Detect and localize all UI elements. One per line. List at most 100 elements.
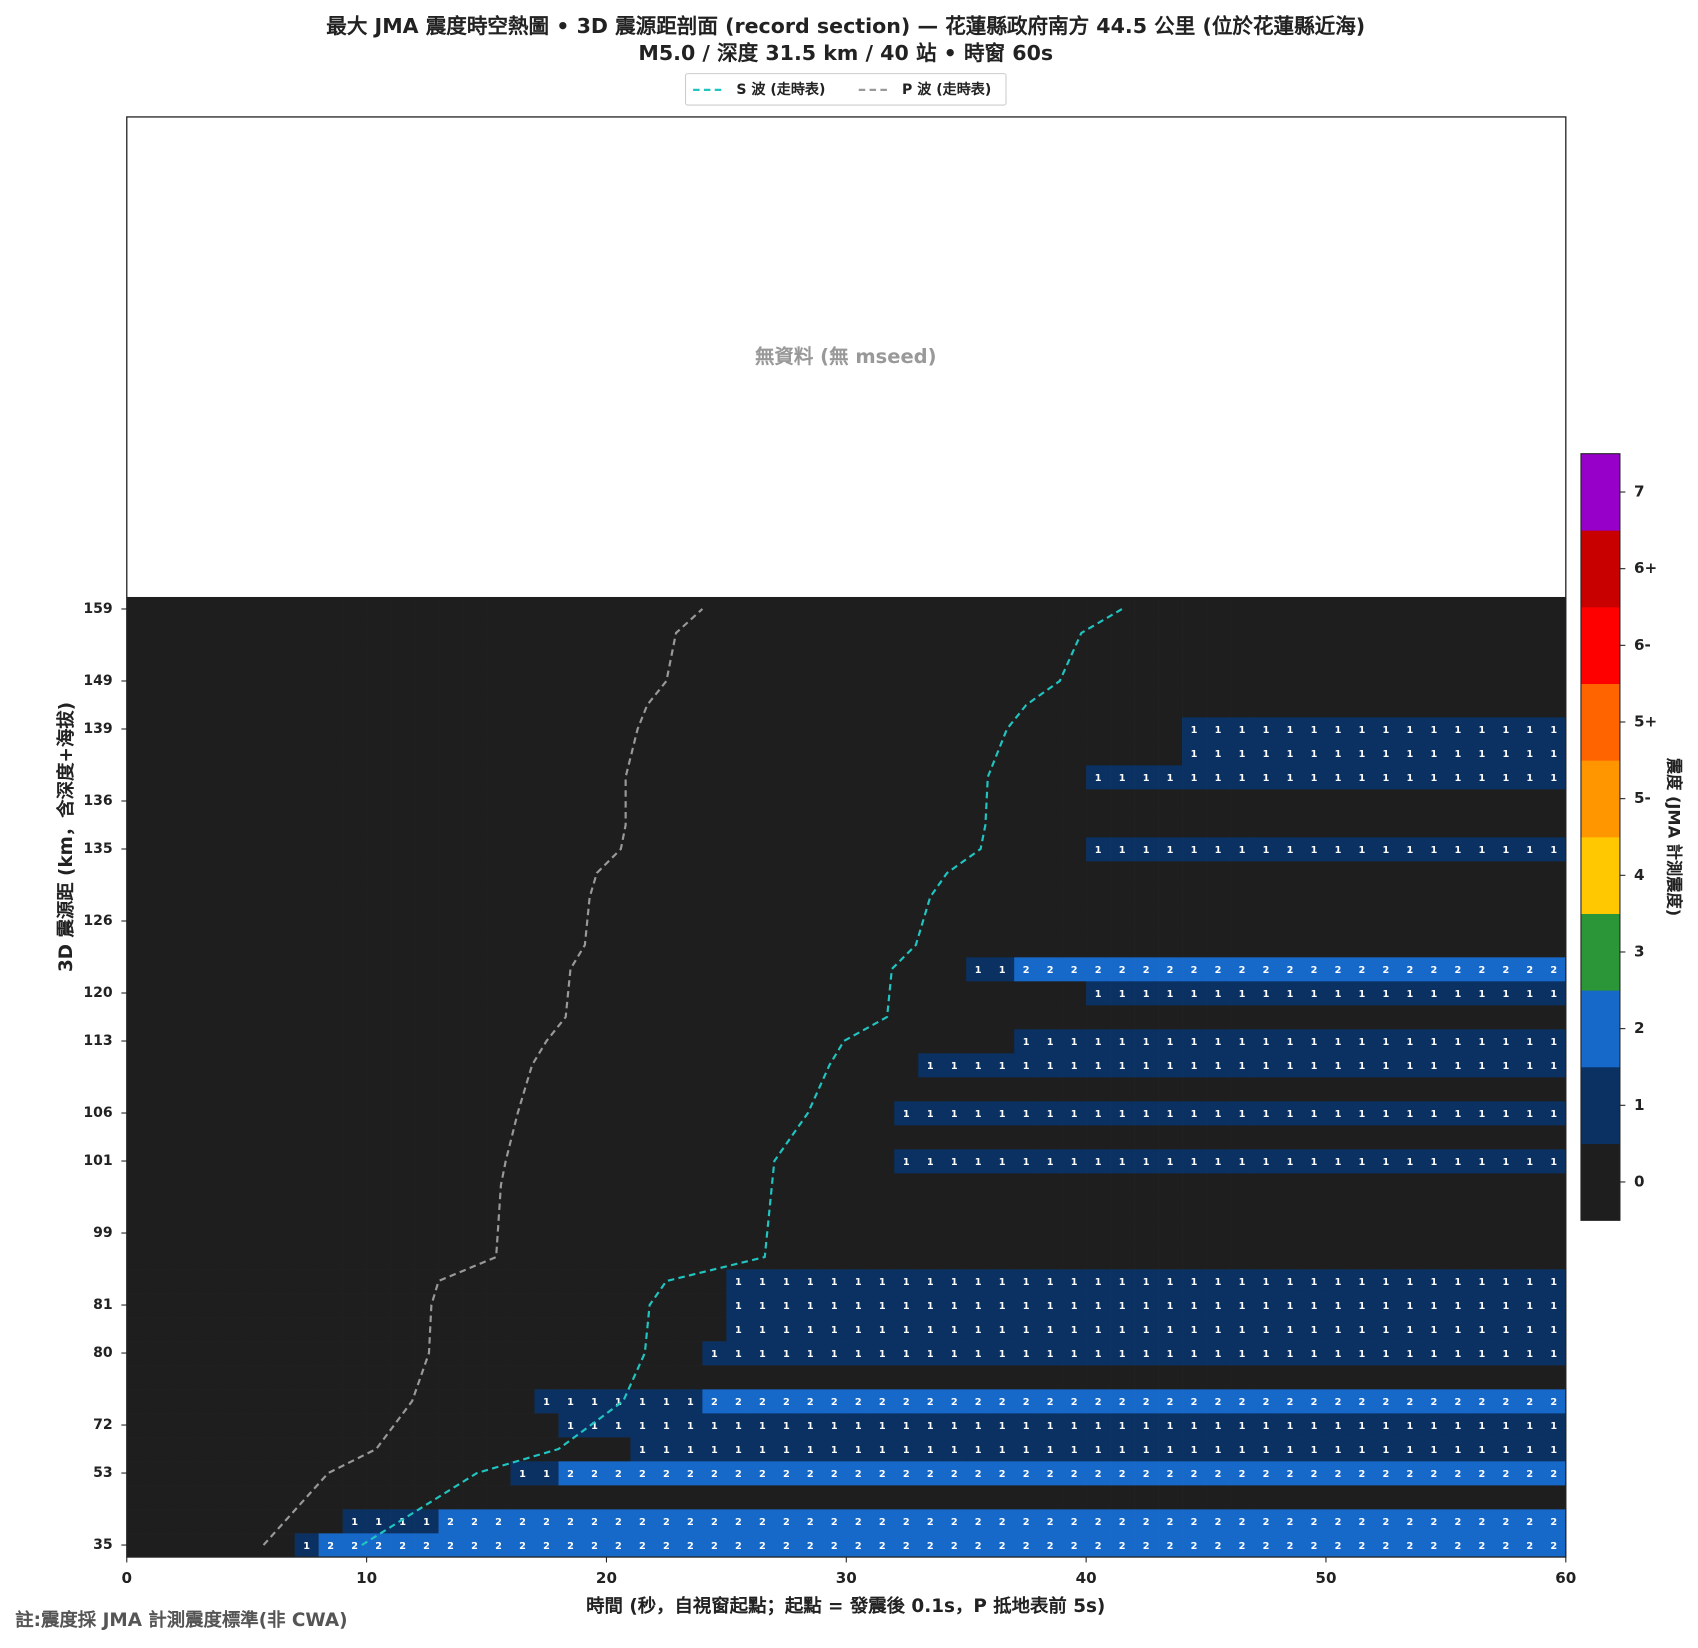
- cell-label: 2: [1095, 1517, 1102, 1528]
- cell-label: 1: [1431, 845, 1438, 856]
- cell: [990, 1437, 1015, 1462]
- cell-label: 2: [927, 1517, 934, 1528]
- cell: [726, 1413, 751, 1438]
- cell: [1301, 620, 1327, 646]
- cell: [222, 836, 248, 862]
- cell: [558, 1461, 583, 1486]
- cell: [510, 1221, 535, 1246]
- cell: [534, 933, 559, 958]
- cell: [1254, 740, 1279, 766]
- cell: [342, 860, 367, 886]
- cell-label: 1: [1095, 1157, 1102, 1168]
- cell: [654, 668, 679, 694]
- cell: [246, 1509, 272, 1534]
- cell: [558, 692, 583, 718]
- cell-label: 2: [1550, 1397, 1557, 1408]
- cell: [750, 1029, 775, 1054]
- cell: [270, 1389, 295, 1414]
- cell-label: 2: [543, 1541, 550, 1552]
- cell: [390, 1317, 415, 1342]
- cell: [1469, 1389, 1495, 1414]
- cell: [174, 860, 200, 886]
- cell-label: 1: [855, 1277, 862, 1288]
- cell-label: 2: [1526, 965, 1533, 976]
- cell: [1541, 596, 1567, 622]
- cell: [774, 1221, 799, 1246]
- cell-label: 1: [975, 1325, 982, 1336]
- cell: [1110, 1053, 1135, 1078]
- cell: [1062, 836, 1087, 862]
- cell-label: 1: [1478, 1325, 1485, 1336]
- cell: [246, 716, 272, 742]
- cell: [846, 1197, 871, 1222]
- cell-label: 1: [831, 1421, 838, 1432]
- cell: [510, 1125, 535, 1150]
- cell-label: 1: [1478, 1277, 1485, 1288]
- cell-label: 2: [1167, 1469, 1174, 1480]
- cell: [462, 1077, 487, 1102]
- cell: [1373, 1053, 1399, 1078]
- cell: [366, 812, 391, 838]
- cell: [1349, 620, 1375, 646]
- cell: [534, 1389, 559, 1414]
- cell-label: 2: [1526, 1517, 1533, 1528]
- cell: [342, 933, 367, 958]
- cell: [1541, 1365, 1567, 1390]
- cell: [366, 1053, 391, 1078]
- cell: [1469, 1269, 1495, 1294]
- cell: [1158, 1461, 1183, 1486]
- cell: [1014, 764, 1039, 790]
- cell: [678, 860, 703, 886]
- cell: [1086, 644, 1111, 670]
- cell: [822, 1389, 847, 1414]
- cell: [750, 1149, 775, 1174]
- cell-label: 2: [711, 1517, 718, 1528]
- cell: [1230, 1197, 1255, 1222]
- cell: [246, 1053, 272, 1078]
- cell: [462, 644, 487, 670]
- cell-label: 1: [1095, 989, 1102, 1000]
- cell-label: 1: [1359, 1445, 1366, 1456]
- cell: [510, 764, 535, 790]
- cell: [1158, 908, 1183, 934]
- cell: [774, 1533, 799, 1558]
- cell: [438, 884, 463, 910]
- cell: [582, 1101, 607, 1126]
- cell: [198, 764, 224, 790]
- cell: [1158, 812, 1183, 838]
- cell: [150, 836, 176, 862]
- cell: [606, 884, 631, 910]
- cell: [1349, 1437, 1375, 1462]
- cell: [1158, 1245, 1183, 1270]
- cell: [510, 644, 535, 670]
- cell: [774, 836, 799, 862]
- cell: [1469, 1341, 1495, 1366]
- cell: [966, 933, 991, 958]
- cell: [966, 716, 991, 742]
- cell: [678, 1197, 703, 1222]
- chart-subtitle: M5.0 / 深度 31.5 km / 40 站 • 時窗 60s: [638, 41, 1053, 65]
- cell: [1038, 1389, 1063, 1414]
- cell: [1182, 740, 1207, 766]
- cell: [342, 1437, 367, 1462]
- cell: [222, 1173, 248, 1198]
- cell: [1277, 1149, 1303, 1174]
- cell: [318, 1005, 343, 1030]
- cell: [486, 740, 511, 766]
- cell: [150, 933, 176, 958]
- cell: [198, 788, 224, 814]
- cell: [1445, 668, 1471, 694]
- cell: [582, 1461, 607, 1486]
- cell: [750, 1005, 775, 1030]
- cell: [1014, 812, 1039, 838]
- cell-label: 1: [1191, 845, 1198, 856]
- cell: [1541, 1509, 1567, 1534]
- cell: [1110, 1029, 1135, 1054]
- cell: [606, 860, 631, 886]
- cell: [198, 1077, 224, 1102]
- cell: [1134, 692, 1159, 718]
- cell: [558, 1005, 583, 1030]
- cell-label: 1: [927, 1277, 934, 1288]
- cell: [1325, 957, 1351, 982]
- cell: [630, 716, 655, 742]
